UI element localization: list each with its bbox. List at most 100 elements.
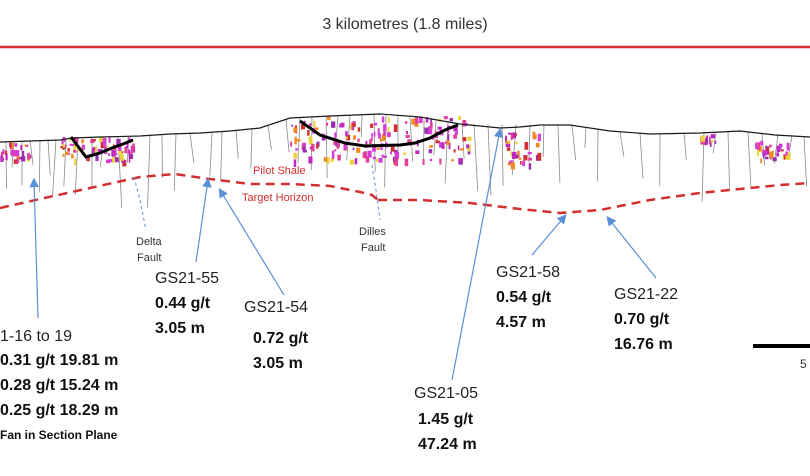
hole-gs21-05-width: 47.24 m — [418, 436, 477, 453]
mineralization-sample — [705, 137, 708, 145]
mineralization-sample — [92, 147, 96, 150]
mineralization-sample — [77, 148, 80, 151]
hole-gs21-05-name: GS21-05 — [414, 385, 479, 402]
mineralization-sample — [505, 135, 508, 143]
mineralization-sample — [301, 142, 306, 148]
mineralization-sample — [92, 139, 96, 142]
mineralization-sample — [97, 149, 102, 152]
mineralization-sample — [127, 149, 130, 155]
mineralization-sample — [373, 132, 376, 137]
mineralization-sample — [430, 118, 432, 122]
mineralization-sample — [5, 153, 8, 161]
target-horizon-label: Target Horizon — [242, 192, 314, 204]
mineralization-sample — [352, 121, 356, 124]
mineralization-sample — [21, 156, 26, 162]
drill-hole-trace — [250, 128, 253, 169]
mineralization-sample — [326, 157, 330, 164]
mineralization-sample — [61, 140, 64, 145]
drill-hole-trace — [285, 119, 290, 153]
mineralization-sample — [537, 133, 541, 142]
mineralization-sample — [512, 132, 515, 139]
arrow-gs21-55 — [195, 177, 212, 263]
mineralization-sample — [405, 121, 408, 124]
mineralization-sample — [370, 123, 374, 129]
mineralization-sample — [334, 149, 337, 152]
mineralization-sample — [786, 142, 790, 151]
drill-hole-trace — [433, 120, 437, 156]
drill-hole-trace — [360, 114, 363, 138]
mineralization-sample — [520, 161, 522, 165]
mineralization-sample — [354, 158, 358, 165]
mineralization-sample — [709, 136, 711, 145]
top-scale-label: 3 kilometres (1.8 miles) — [322, 16, 488, 33]
drill-hole-trace — [747, 131, 752, 189]
bottom-scale-label: 5 — [800, 357, 807, 371]
mineralization-sample — [458, 158, 461, 162]
mineralization-sample — [307, 130, 310, 136]
mineralization-sample — [714, 140, 717, 144]
mineralization-sample — [415, 117, 418, 125]
mineralization-sample — [372, 156, 377, 160]
mineralization-sample — [0, 151, 4, 156]
mineralization-sample — [755, 142, 758, 150]
mineralization-sample — [387, 117, 390, 123]
mineralization-sample — [383, 124, 387, 132]
drill-hole-trace — [619, 131, 625, 157]
mineralization-sample — [757, 142, 761, 150]
mineralization-sample — [404, 158, 409, 167]
pilot-shale-label: Pilot Shale — [253, 165, 306, 177]
pit-outline-west — [69, 136, 134, 159]
mineralization-sample — [62, 153, 65, 157]
mineralization-sample — [466, 144, 470, 149]
drill-hole-trace — [528, 124, 531, 163]
hole-gs21-16-19-name: 1-16 to 19 — [0, 328, 73, 345]
hole-gs21-16-19-intercept-3: 0.25 g/t 18.29 m — [0, 402, 119, 419]
mineralization-sample — [303, 120, 306, 124]
mineralization-sample — [345, 134, 351, 141]
mineralization-sample — [64, 144, 67, 148]
arrow-gs21-58 — [531, 214, 567, 256]
mineralization-sample — [124, 146, 128, 154]
mineralization-sample — [296, 139, 301, 142]
drill-hole-trace — [473, 124, 479, 192]
drill-hole-trace — [209, 131, 213, 177]
mineralization-sample — [62, 147, 65, 150]
mineralization-sample — [700, 140, 705, 145]
mineralization-sample — [443, 116, 448, 120]
mineralization-sample — [446, 140, 450, 146]
dilles-fault-label-1: Dilles — [359, 226, 386, 238]
mineralization-sample — [522, 160, 525, 167]
mineralization-sample — [9, 142, 12, 149]
mineralization-sample — [112, 157, 115, 163]
mineralization-sample — [757, 149, 759, 157]
mineralization-sample — [406, 131, 408, 134]
mineralization-sample — [72, 155, 74, 159]
mineralization-sample — [457, 145, 460, 151]
mineralization-sample — [345, 131, 348, 136]
drill-hole-trace — [173, 133, 177, 191]
mineralization-sample — [462, 137, 467, 142]
mineralization-sample — [128, 158, 131, 163]
mineralization-sample — [313, 120, 316, 128]
mineralization-sample — [415, 150, 420, 154]
mineralization-sample — [294, 136, 297, 145]
mineralization-sample — [381, 116, 385, 123]
mineralization-sample — [535, 142, 540, 148]
mineralization-sample — [429, 145, 433, 148]
mineralization-sample — [394, 151, 400, 159]
mineralization-sample — [81, 139, 84, 144]
mineralization-sample — [81, 144, 85, 151]
mineralization-sample — [760, 140, 764, 146]
mineralization-sample — [453, 149, 456, 153]
mineralization-sample — [67, 148, 70, 152]
delta-fault-line — [133, 176, 147, 231]
pit-outline-central — [299, 119, 459, 148]
mineralization-sample — [454, 131, 458, 135]
hole-gs21-54-name: GS21-54 — [244, 299, 309, 316]
hole-gs21-54-width: 3.05 m — [253, 355, 303, 372]
mineralization-sample — [365, 140, 368, 148]
mineralization-sample — [128, 154, 134, 159]
dilles-fault-label-2: Fault — [361, 242, 386, 254]
mineralization-sample — [132, 143, 135, 148]
mineralization-sample — [378, 158, 383, 163]
